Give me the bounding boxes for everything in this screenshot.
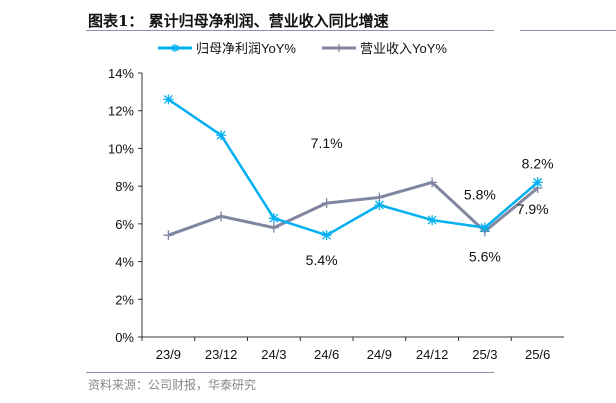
y-tick-label: 14% (108, 66, 134, 81)
series-line-0 (167, 98, 539, 237)
data-label: 7.9% (517, 201, 549, 217)
y-tick-label: 0% (115, 330, 134, 345)
y-tick-label: 4% (115, 255, 134, 270)
legend-marker-0 (171, 44, 179, 52)
x-tick-label: 25/3 (472, 347, 497, 362)
x-tick-label: 24/3 (261, 347, 286, 362)
data-point-0 (532, 177, 543, 188)
data-point-0 (374, 200, 385, 210)
y-tick-label: 2% (115, 292, 134, 307)
data-point-1 (321, 198, 332, 209)
footer-divider (86, 372, 494, 373)
x-tick-label: 23/12 (205, 347, 238, 362)
source-note: 资料来源：公司财报，华泰研究 (88, 378, 257, 392)
data-point-1 (216, 211, 227, 222)
x-tick-label: 24/12 (416, 347, 449, 362)
y-tick-label: 8% (115, 179, 134, 194)
x-tick-label: 25/6 (525, 347, 550, 362)
data-point-0 (216, 130, 227, 141)
series-line-1 (167, 180, 539, 237)
chart-title: 图表1： 累计归母净利润、营业收入同比增速 (88, 12, 389, 30)
legend-label-1: 营业收入YoY% (360, 41, 447, 56)
legend-marker-1 (335, 44, 343, 52)
data-point-0 (163, 94, 174, 105)
data-point-0 (427, 215, 438, 226)
data-point-0 (479, 222, 490, 233)
y-tick-label: 10% (108, 141, 134, 156)
y-tick-label: 6% (115, 217, 134, 232)
data-point-1 (427, 177, 438, 188)
y-tick-label: 12% (108, 104, 134, 119)
data-point-0 (321, 230, 332, 241)
title-divider (86, 30, 494, 31)
x-tick-label: 24/9 (367, 347, 392, 362)
data-label: 5.6% (469, 248, 501, 264)
data-label: 8.2% (522, 155, 554, 171)
data-label: 5.4% (306, 252, 338, 268)
data-label: 7.1% (311, 135, 343, 151)
title-divider-right (520, 30, 616, 31)
data-label: 5.8% (464, 187, 496, 203)
data-point-1 (268, 222, 279, 233)
data-point-0 (268, 213, 279, 224)
data-point-1 (163, 230, 174, 241)
x-tick-label: 24/6 (314, 347, 339, 362)
x-tick-label: 23/9 (156, 347, 181, 362)
legend-label-0: 归母净利润YoY% (196, 41, 296, 56)
